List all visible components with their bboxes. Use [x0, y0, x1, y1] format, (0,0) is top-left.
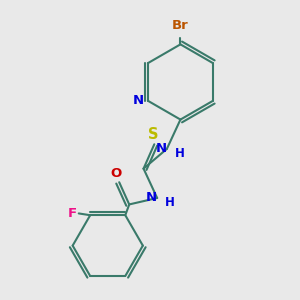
Text: N: N [146, 191, 157, 205]
Text: O: O [110, 167, 121, 180]
Text: Br: Br [172, 19, 189, 32]
Text: H: H [165, 196, 175, 209]
Text: N: N [133, 94, 144, 107]
Text: H: H [175, 147, 184, 160]
Text: S: S [148, 127, 159, 142]
Text: F: F [68, 207, 76, 220]
Text: N: N [156, 142, 167, 155]
